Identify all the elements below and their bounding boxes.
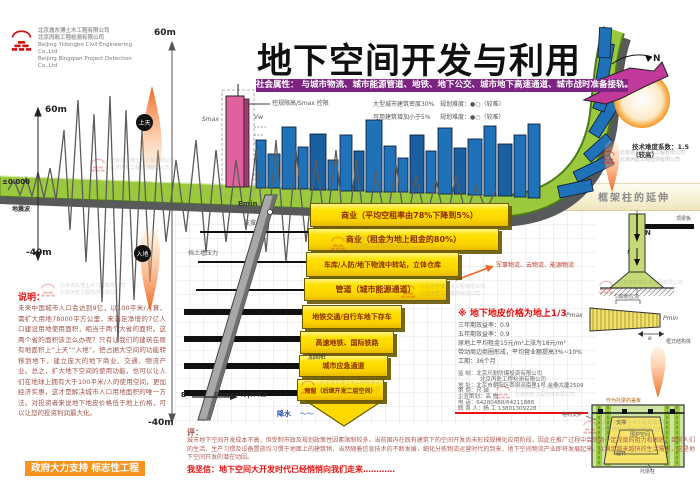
land-price-title: ※ 地下地皮价格为地上1/3 [458,306,567,319]
up-badge: 上天 [136,114,153,131]
wind-speed-label: Vw [254,114,264,121]
bar-emergency: 城市应急通道 [299,355,388,377]
company-logo-icon [11,30,32,51]
support-label: 支撑 [244,220,257,227]
plan-support-label: 支撑 [616,420,627,426]
review-header: 评： [187,428,203,437]
bar-label: 预留（后继开发二层空间） [304,387,377,395]
footer-banner: 政府大力支持 标志性工程 [25,461,145,476]
stat-line: 工期：36个月 [458,358,496,365]
flame-down-right-1 [604,140,620,192]
bar-label: 车库/人防/地下物流中转站，立体仓库 [323,260,442,269]
review-slogan: 我坚信：地下空间大开发时代已经悄悄向我们走来………… [187,465,395,474]
flame-up [142,86,162,170]
height-limit-note: 控规限高/Smax 控限 [272,100,329,107]
seismic-wave-label: 地震波 [12,206,31,213]
emax-formula: Emax=½γh²Ka [214,391,267,399]
left-scale-top-label: 60m [45,105,67,115]
pmax-label: Pmax [566,312,583,319]
density-note: 大型城市建筑密度30% [373,101,435,108]
reserve-down-arrow [303,400,385,427]
footing-beam-label: 顶梁板 [676,216,692,222]
land-price-text: 地下地皮价格为地上1/3 [469,309,567,319]
social-attribute-banner: 社会属性： 与城市物流、城市能源管道、地铁、地下公交、城市地下高速通道、城市战时… [256,79,633,92]
city-ramp [503,26,670,227]
explain-header: 说明： [18,293,46,303]
pressure-diagram [589,299,664,337]
plan-anchor-label: 锚杆 [616,451,627,457]
bar-reserved: 预留（后继开发二层空间） [297,379,384,401]
left-scale [34,106,42,262]
mid-scale-bottom-label: -40m [148,418,174,428]
bar-label: 管道（城市能源通道） [335,285,416,294]
footing-diagram [600,210,694,298]
pile-label: 加固桩 [308,354,327,361]
bar-label: 商业（平均空租率由78%下降到5%） [341,210,478,220]
smax-label: Smax [202,116,219,123]
e-label: E [181,391,186,399]
footing-n-label: N [645,229,651,237]
contact-underline [455,412,588,414]
tech-difficulty-note: （较高） [632,151,658,159]
bar-pipelines: 管道（城市能源通道） [304,278,447,301]
plan-space-label: 围护空间 [630,432,651,438]
bar-metro-bike: 地铁交通/自行车地下存车 [302,305,402,329]
plan-bottom-label: 托梁柱 [640,469,656,475]
dewater-label: 降水 [277,410,291,418]
review-body: 城市地下空间开发成本不高，但受制市政及规划政策性因素限制较多，当前国内在既有建筑… [187,437,695,461]
down-badge: 入地 [134,245,151,262]
city-buildings [255,119,541,199]
logistics-note: 军事物流、云物流、能源物流 [496,262,575,269]
e-dim-label: e [648,335,652,342]
bar-highspeed-rail: 高速地铁、国际铁路 [300,331,394,354]
wall-pressure-label: 挡土墙压力 [188,250,219,257]
explain-body: 未来中国城市人口会达到9亿，以100平米/人算，需扩大用地78000平方公里，来… [18,304,166,417]
plan-difficulty-note-1: 规划难度：●○（较难） [440,101,505,108]
logo-line-en1: Beijing Yidongbo Civil Engineering Co.,L… [38,42,133,55]
flame-down [140,229,160,312]
contact-block: 监 制：北京尺耐防爆投资有限公司 北京丙乾工程检测有限公司 地 址：北京市朝阳区… [458,371,584,412]
tech-difficulty-value: 技术难度系数：1.5 [632,143,690,151]
logistics-arrow [455,265,494,281]
bar-label: 地铁交通/自行车地下存车 [312,313,392,321]
stats-lines: 三年期效益率：0.9 五年期效益率：0.9 原地上平均租金15元/m²上涨为18… [458,321,608,366]
bar-commerce-vacancy: 商业（平均空租率由78%下降到5%） [310,203,509,227]
plan-top-label: 作为托梁的盖板 [606,398,642,404]
plan-difficulty-note-2: 规划难度：●○（较难） [440,114,505,121]
land-price-icon: ※ [458,309,467,319]
flame-down-right-2 [650,346,666,398]
pressure-top-label: 匀膨胀应力 [614,294,640,300]
stat-line: 三年期效益率：0.9 [458,322,510,329]
ground-zero-label: ±0.000 [2,178,31,186]
compass-north-label: N [653,54,661,64]
tech-difficulty: 技术难度系数：1.5 （较高） [632,143,698,159]
stat-line: 带动周边商圈形成，平均营业额提高3%~10% [458,349,582,356]
logo-line-en2: Beijing Bingqian Project Detection Co.,L… [38,56,132,69]
logo-line-cn2: 北京丙乾工程检测有限公司 [38,35,105,41]
usable-note: 可用建筑增加小于5% [373,114,431,121]
bar-garage-logistics: 车库/人防/地下物流中转站，立体仓库 [306,252,459,277]
page-title: 地下空间开发与利用 [257,42,582,82]
bar-label: 高速地铁、国际铁路 [315,338,379,347]
frame-band-label: 框架柱的延伸 [598,193,670,204]
footing-f-label: f [627,248,630,256]
plan-left-label: 格构支护 [562,412,583,418]
dewater-wave-icon: ～～ [300,410,314,418]
frame-body-label: 框式结构体 [666,339,692,345]
compass-arrowhead-icon [645,55,652,62]
stat-line: 原地上平均租金15元/m²上涨为18元/m² [458,340,566,347]
stat-line: 五年期效益率：0.9 [458,331,510,338]
bar-commerce-rent: 商业（租金为地上租金的80%） [308,228,499,251]
bar-label: 商业（租金为地上租金的80%） [345,235,462,244]
middle-scale [168,40,176,424]
plan-diagram [585,404,685,471]
mid-scale-top-label: 60m [154,28,176,38]
company-logo: 北京逸东博土木工程有限公司 北京丙乾工程检测有限公司 Beijing Yidon… [10,28,140,70]
left-scale-bottom-label: -40m [26,248,52,258]
bar-label: 城市应急通道 [322,362,365,370]
logo-line-cn1: 北京逸东博土木工程有限公司 [38,28,110,34]
emin-label: Emin [238,200,258,208]
pmin-label: Pmin [663,315,678,322]
